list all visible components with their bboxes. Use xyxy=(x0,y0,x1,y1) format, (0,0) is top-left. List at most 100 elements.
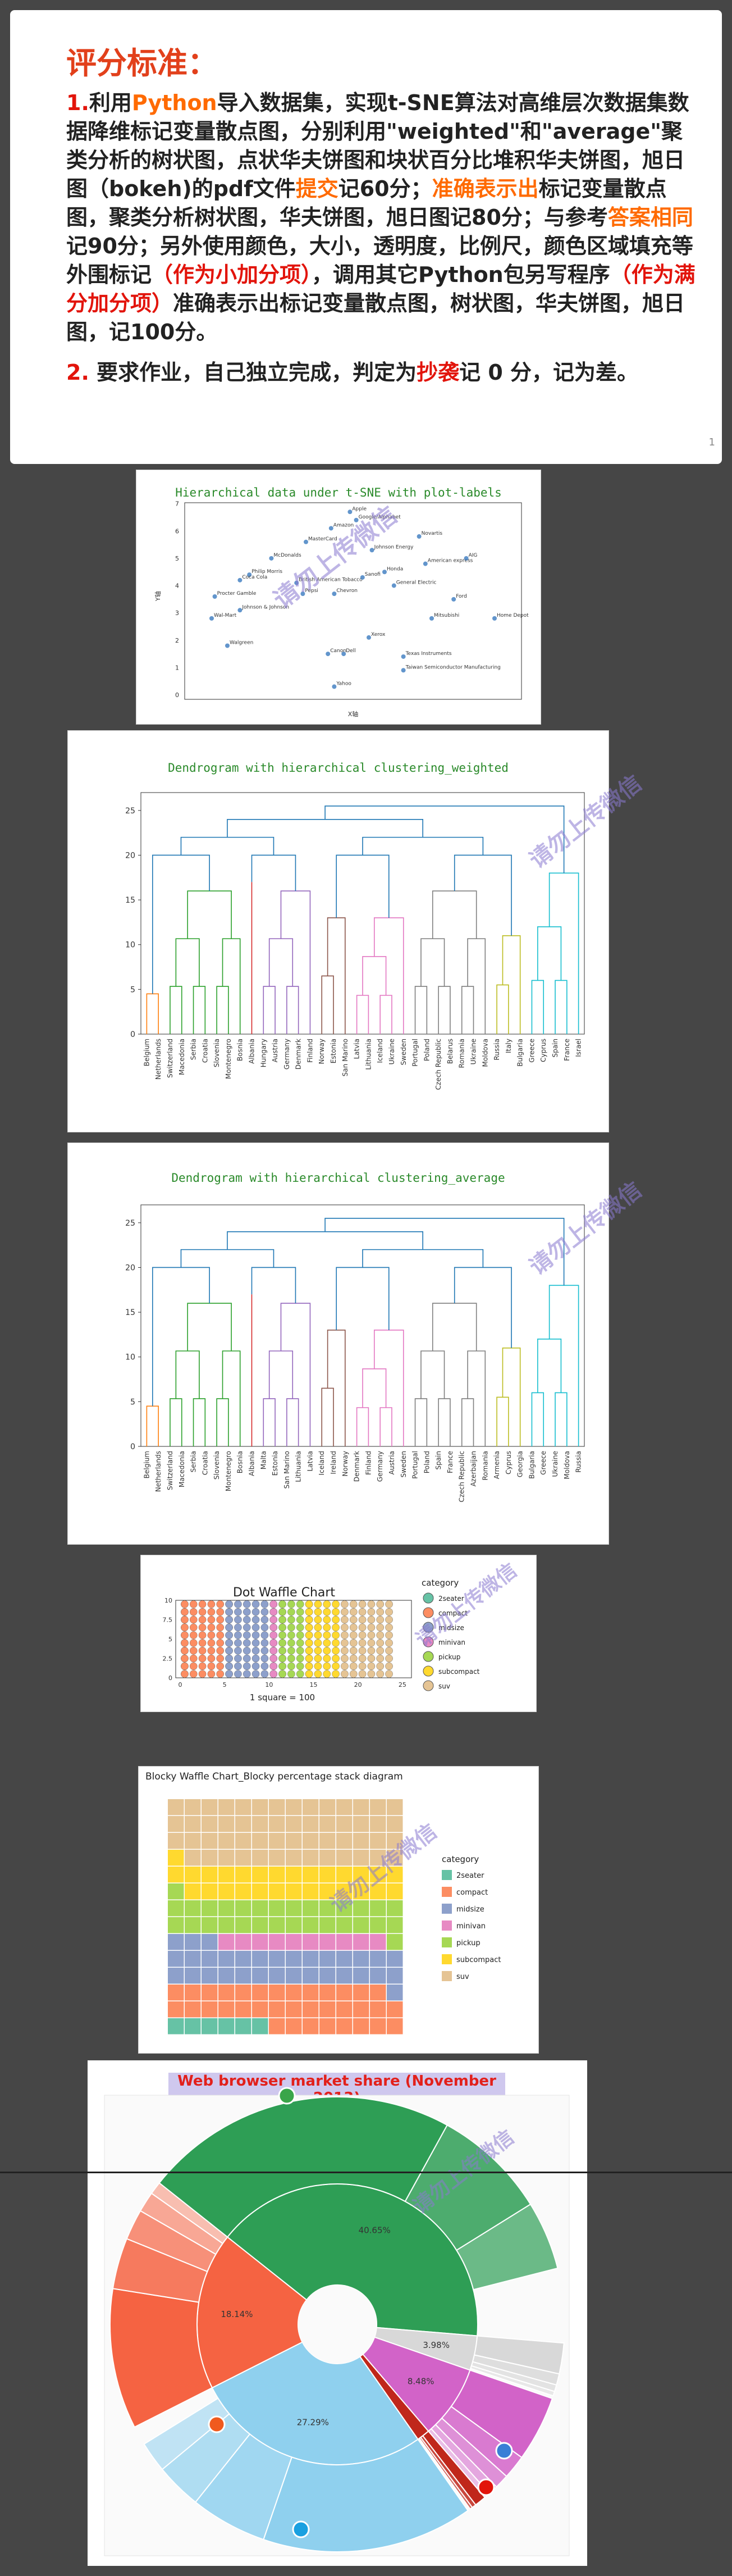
leaf-label: Italy xyxy=(505,1039,513,1053)
leaf-label: Moldova xyxy=(563,1451,571,1479)
waffle-dot xyxy=(287,1654,295,1663)
dendrogram-link xyxy=(324,1218,565,1286)
waffle-dot xyxy=(323,1623,331,1632)
waffle-dot xyxy=(358,1670,367,1678)
leaf-label: Georgia xyxy=(516,1451,524,1477)
waffle-dot xyxy=(332,1654,340,1663)
browser-logo-icon xyxy=(495,2442,513,2460)
leaf-label: Macedonia xyxy=(178,1451,186,1487)
waffle-block xyxy=(202,1867,218,1883)
waffle-block xyxy=(252,1934,268,1950)
leaf-label: Poland xyxy=(423,1451,431,1473)
sunburst-outer-segment xyxy=(470,2365,556,2397)
waffle-dot xyxy=(314,1608,322,1616)
leaf-label: Croatia xyxy=(201,1039,209,1063)
dendrogram-link xyxy=(496,984,509,1034)
waffle-dot xyxy=(181,1623,189,1632)
dendrogram-link xyxy=(379,995,392,1034)
waffle-block xyxy=(252,1833,268,1849)
waffle-block xyxy=(319,1867,336,1883)
dendrogram-link xyxy=(336,1267,390,1330)
leaf-label: France xyxy=(563,1039,571,1061)
waffle-block xyxy=(370,1900,386,1917)
dendrogram-link xyxy=(251,854,296,891)
waffle-dot xyxy=(314,1615,322,1624)
waffle-block xyxy=(303,1917,319,1933)
x-tick-label: 25 xyxy=(399,1681,406,1688)
scatter-point xyxy=(332,684,337,689)
waffle-block xyxy=(303,1816,319,1832)
browser-logo-icon xyxy=(292,2520,310,2538)
waffle-dot xyxy=(207,1608,216,1616)
waffle-dot xyxy=(323,1639,331,1647)
legend-label: minivan xyxy=(438,1639,465,1646)
waffle-block xyxy=(218,2001,235,2018)
x-axis-label: 1 square = 100 xyxy=(250,1692,315,1703)
waffle-dot xyxy=(349,1639,358,1647)
waffle-dot xyxy=(260,1639,269,1647)
waffle-dot xyxy=(269,1639,278,1647)
waffle-dot xyxy=(287,1639,295,1647)
waffle-dot xyxy=(243,1600,251,1608)
leaf-label: Hungary xyxy=(259,1039,267,1067)
waffle-block xyxy=(218,1985,235,2001)
waffle-block xyxy=(336,1883,353,1900)
point-label: Sanofi xyxy=(365,572,381,577)
waffle-dot xyxy=(181,1608,189,1616)
legend-marker xyxy=(423,1607,434,1618)
waffle-block xyxy=(303,1934,319,1950)
waffle-block xyxy=(218,1799,235,1815)
waffle-dot xyxy=(278,1631,286,1639)
waffle-block xyxy=(286,1833,302,1849)
waffle-dot xyxy=(296,1639,304,1647)
leaf-label: Albania xyxy=(248,1451,256,1476)
scatter-point xyxy=(429,616,434,621)
waffle-block xyxy=(185,1850,201,1866)
waffle-dot xyxy=(269,1654,278,1663)
waffle-dot xyxy=(367,1639,376,1647)
leaf-label: Czech Republic xyxy=(434,1039,442,1090)
dendrogram-link xyxy=(175,938,200,987)
waffle-dot xyxy=(296,1662,304,1671)
waffle-dot xyxy=(305,1615,313,1624)
waffle-dot xyxy=(305,1654,313,1663)
leaf-label: Switzerland xyxy=(166,1039,174,1078)
y-tick-label: 10 xyxy=(125,1353,135,1362)
waffle-block xyxy=(185,1867,201,1883)
scatter-point xyxy=(354,517,359,522)
waffle-block xyxy=(235,1934,251,1950)
scatter-point xyxy=(341,652,346,657)
sunburst-outer-segment xyxy=(263,2438,469,2552)
dendrogram-link xyxy=(502,935,521,1034)
waffle-block xyxy=(387,1985,403,2001)
waffle-dot xyxy=(367,1615,376,1624)
waffle-block xyxy=(168,1816,184,1832)
sunburst-center xyxy=(298,2285,377,2364)
dendrogram-link xyxy=(496,1396,509,1446)
scatter-point xyxy=(360,575,365,580)
leaf-label: Malta xyxy=(259,1451,267,1469)
leaf-label: Romania xyxy=(458,1039,466,1068)
leaf-label: Montenegro xyxy=(225,1039,232,1079)
waffle-dot xyxy=(385,1600,393,1608)
leaf-label: Bosnia xyxy=(236,1451,244,1473)
sunburst-outer-segment xyxy=(158,2096,449,2238)
legend-label: 2seater xyxy=(456,1872,484,1880)
legend-swatch xyxy=(442,1920,452,1931)
waffle-dot xyxy=(234,1662,242,1671)
waffle-block xyxy=(185,1917,201,1933)
waffle-dot xyxy=(260,1654,269,1663)
waffle-block xyxy=(235,1833,251,1849)
point-label: Chevron xyxy=(336,588,358,594)
waffle-block xyxy=(387,1968,403,1984)
dendrogram-link xyxy=(321,975,334,1034)
leaf-label: Austria xyxy=(271,1039,279,1062)
waffle-dot xyxy=(358,1615,367,1624)
scatter-point xyxy=(269,556,274,561)
waffle-dot xyxy=(278,1615,286,1624)
dendrogram-link xyxy=(193,1398,206,1446)
waffle-dot xyxy=(287,1662,295,1671)
waffle-dot xyxy=(216,1639,225,1647)
waffle-dot xyxy=(234,1615,242,1624)
waffle-dot xyxy=(296,1608,304,1616)
